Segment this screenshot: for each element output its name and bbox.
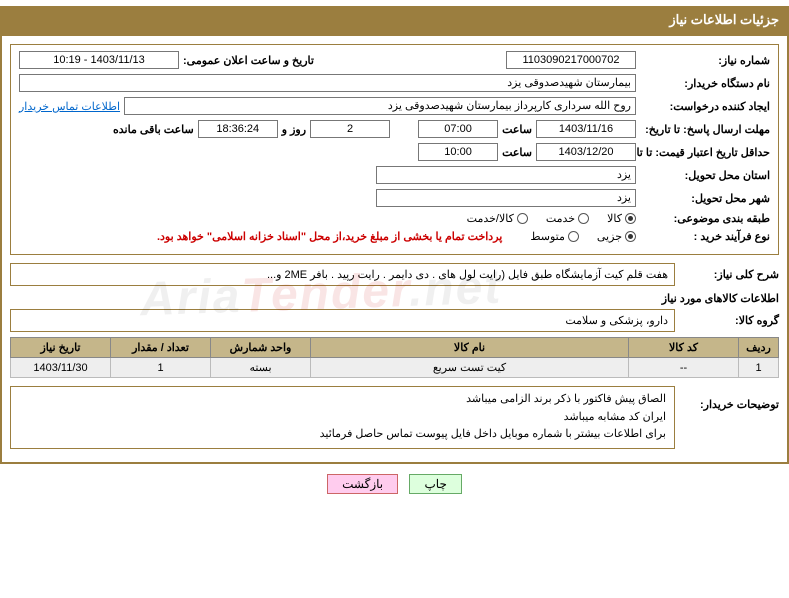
deadline-time-field: 07:00 <box>418 120 498 138</box>
panel-header: جزئیات اطلاعات نیاز <box>0 6 789 34</box>
back-button[interactable]: بازگشت <box>327 474 398 494</box>
radio-both[interactable]: کالا/خدمت <box>467 212 528 225</box>
buyer-notes-box: الصاق پیش فاکتور با ذکر برند الزامی میبا… <box>10 386 675 449</box>
radio-medium[interactable]: متوسط <box>530 230 579 243</box>
th-date: تاریخ نیاز <box>11 338 111 358</box>
main-frame: شماره نیاز: 1103090217000702 تاریخ و ساع… <box>0 34 789 464</box>
th-row: ردیف <box>739 338 779 358</box>
radio-both-label: کالا/خدمت <box>467 212 514 225</box>
announce-field: 1403/11/13 - 10:19 <box>19 51 179 69</box>
info-box: شماره نیاز: 1103090217000702 تاریخ و ساع… <box>10 44 779 255</box>
th-code: کد کالا <box>629 338 739 358</box>
buyer-note-line: برای اطلاعات بیشتر با شماره موبایل داخل … <box>19 426 666 444</box>
radio-medium-label: متوسط <box>530 230 565 243</box>
requester-field: روح الله سرداری کارپرداز بیمارستان شهیدص… <box>124 97 636 115</box>
days-word: روز و <box>282 123 306 136</box>
radio-service[interactable]: خدمت <box>546 212 589 225</box>
td-unit: بسته <box>211 358 311 378</box>
radio-circle-icon <box>625 231 636 242</box>
print-button[interactable]: چاپ <box>409 474 461 494</box>
payment-note: پرداخت تمام یا بخشی از مبلغ خرید،از محل … <box>157 230 502 243</box>
button-row: چاپ بازگشت <box>0 474 789 494</box>
requester-label: ایجاد کننده درخواست: <box>640 100 770 113</box>
time-label-2: ساعت <box>502 146 532 159</box>
group-field: دارو، پزشکی و سلامت <box>10 309 675 332</box>
city-label: شهر محل تحویل: <box>640 192 770 205</box>
td-date: 1403/11/30 <box>11 358 111 378</box>
time-label-1: ساعت <box>502 123 532 136</box>
td-code: -- <box>629 358 739 378</box>
hours-remain-field: 18:36:24 <box>198 120 278 138</box>
table-header-row: ردیف کد کالا نام کالا واحد شمارش تعداد /… <box>11 338 779 358</box>
radio-goods[interactable]: کالا <box>607 212 636 225</box>
category-label: طبقه بندی موضوعی: <box>640 212 770 225</box>
goods-info-title: اطلاعات کالاهای مورد نیاز <box>10 292 779 305</box>
city-field: یزد <box>376 189 636 207</box>
validity-time-field: 10:00 <box>418 143 498 161</box>
announce-label: تاریخ و ساعت اعلان عمومی: <box>183 54 314 67</box>
desc-label: شرح کلی نیاز: <box>679 268 779 281</box>
td-name: کیت تست سریع <box>311 358 629 378</box>
radio-goods-label: کالا <box>607 212 622 225</box>
goods-table: ردیف کد کالا نام کالا واحد شمارش تعداد /… <box>10 337 779 378</box>
th-qty: تعداد / مقدار <box>111 338 211 358</box>
radio-partial-label: جزیی <box>597 230 622 243</box>
td-idx: 1 <box>739 358 779 378</box>
need-no-label: شماره نیاز: <box>640 54 770 67</box>
desc-box: هفت قلم کیت آزمایشگاه طبق فایل (رایت لول… <box>10 263 675 286</box>
buyer-note-line: الصاق پیش فاکتور با ذکر برند الزامی میبا… <box>19 391 666 409</box>
radio-partial[interactable]: جزیی <box>597 230 636 243</box>
need-no-field: 1103090217000702 <box>506 51 636 69</box>
th-unit: واحد شمارش <box>211 338 311 358</box>
buyer-org-field: بیمارستان شهیدصدوقی یزد <box>19 74 636 92</box>
table-row: 1 -- کیت تست سریع بسته 1 1403/11/30 <box>11 358 779 378</box>
province-label: استان محل تحویل: <box>640 169 770 182</box>
validity-date-field: 1403/12/20 <box>536 143 636 161</box>
process-label: نوع فرآیند خرید : <box>640 230 770 243</box>
radio-circle-icon <box>517 213 528 224</box>
radio-circle-icon <box>568 231 579 242</box>
contact-buyer-link[interactable]: اطلاعات تماس خریدار <box>19 100 120 113</box>
deadline-label: مهلت ارسال پاسخ: تا تاریخ: <box>640 123 770 136</box>
hours-word: ساعت باقی مانده <box>113 123 194 136</box>
buyer-notes-label: توضیحات خریدار: <box>679 386 779 411</box>
province-field: یزد <box>376 166 636 184</box>
radio-circle-icon <box>578 213 589 224</box>
td-qty: 1 <box>111 358 211 378</box>
buyer-org-label: نام دستگاه خریدار: <box>640 77 770 90</box>
group-label: گروه کالا: <box>679 314 779 327</box>
buyer-note-line: ایران کد مشابه میباشد <box>19 409 666 427</box>
deadline-date-field: 1403/11/16 <box>536 120 636 138</box>
th-name: نام کالا <box>311 338 629 358</box>
radio-service-label: خدمت <box>546 212 575 225</box>
days-remain-field: 2 <box>310 120 390 138</box>
validity-label: حداقل تاریخ اعتبار قیمت: تا تاریخ: <box>640 146 770 159</box>
radio-circle-icon <box>625 213 636 224</box>
